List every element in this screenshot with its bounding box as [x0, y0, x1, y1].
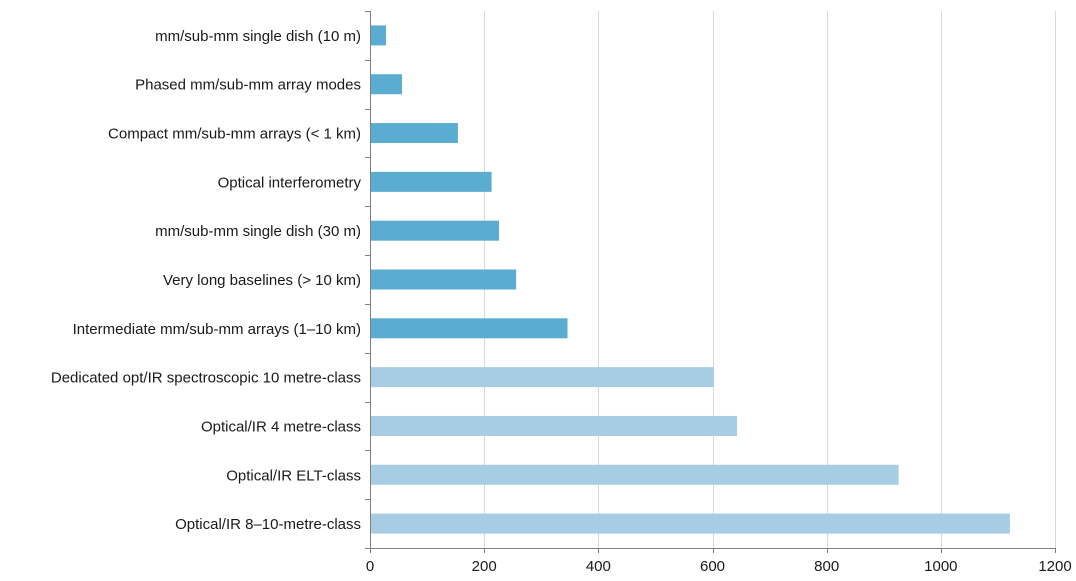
bar-4	[371, 171, 492, 192]
bar-10	[371, 464, 899, 485]
category-labels: mm/sub-mm single dish (10 m) Phased mm/su…	[51, 28, 362, 533]
bar-3	[371, 123, 458, 144]
bar-5	[371, 220, 500, 241]
x-tick-label-200: 200	[472, 558, 497, 575]
category-label-9: Optical/IR 4 metre-class	[201, 418, 361, 435]
x-tick-label-800: 800	[814, 558, 839, 575]
category-label-11: Optical/IR 8–10-metre-class	[175, 516, 361, 533]
gridlines	[484, 11, 1056, 548]
category-label-5: mm/sub-mm single dish (30 m)	[155, 223, 361, 240]
category-label-6: Very long baselines (> 10 km)	[163, 272, 361, 289]
category-label-8: Dedicated opt/IR spectroscopic 10 metre-…	[51, 370, 361, 387]
bar-8	[371, 367, 714, 388]
bar-6	[371, 269, 517, 290]
category-label-3: Compact mm/sub-mm arrays (< 1 km)	[108, 126, 361, 143]
bar-1	[371, 25, 386, 46]
x-tick-label-1200: 1200	[1038, 558, 1071, 575]
x-tick-label-1000: 1000	[924, 558, 957, 575]
category-label-1: mm/sub-mm single dish (10 m)	[155, 28, 361, 45]
category-label-2: Phased mm/sub-mm array modes	[135, 77, 361, 94]
category-label-4: Optical interferometry	[218, 174, 362, 191]
axes	[365, 11, 1056, 553]
bar-7	[371, 318, 568, 339]
category-label-7: Intermediate mm/sub-mm arrays (1–10 km)	[73, 321, 361, 338]
category-label-10: Optical/IR ELT-class	[226, 467, 361, 484]
bars	[371, 25, 1010, 534]
bar-9	[371, 415, 738, 436]
x-tick-label-600: 600	[700, 558, 725, 575]
x-tick-label-400: 400	[586, 558, 611, 575]
bar-11	[371, 513, 1010, 534]
x-tick-labels: 0 200 400 600 800 1000 1200	[366, 558, 1072, 575]
x-tick-label-0: 0	[366, 558, 374, 575]
bar-2	[371, 74, 402, 95]
